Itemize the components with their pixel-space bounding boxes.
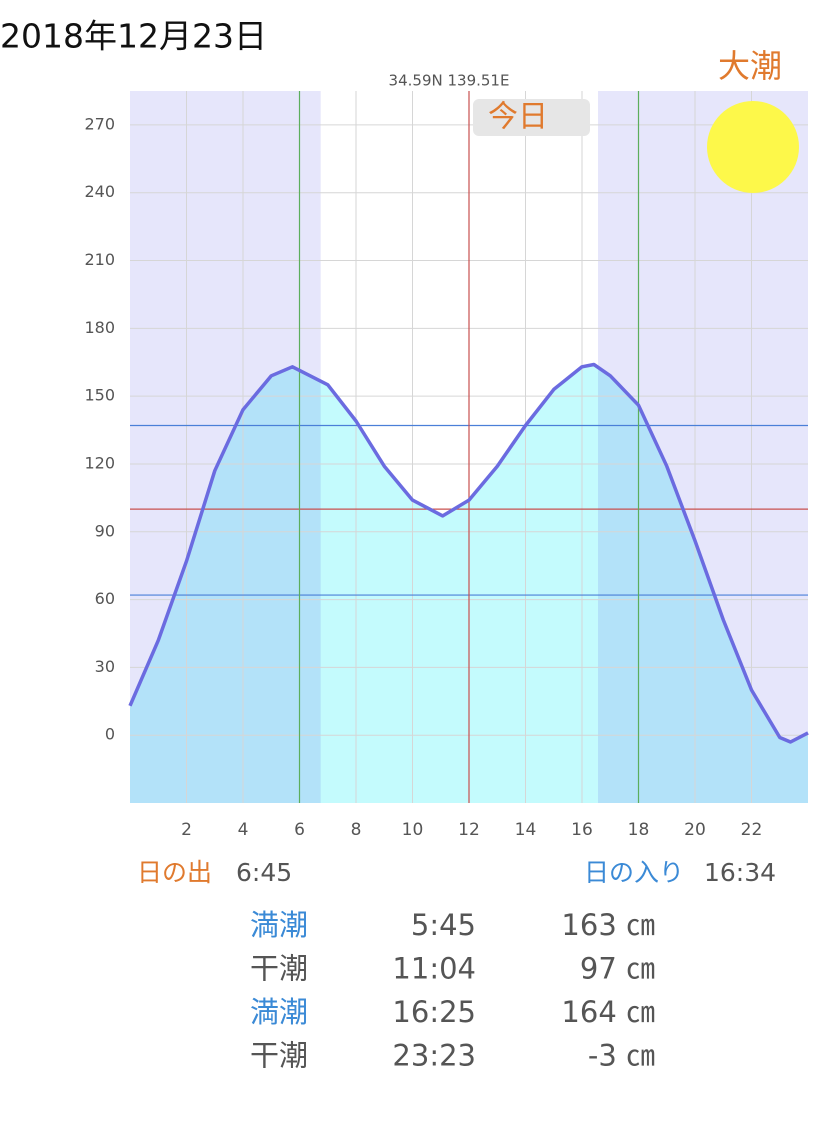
y-tick-label: 0 [105,725,115,744]
x-tick-label: 20 [684,820,706,840]
x-tick-label: 16 [571,820,593,840]
tide-time: 5:45 [411,908,476,942]
tide-time: 23:23 [392,1039,476,1073]
x-tick-label: 8 [351,820,362,840]
tide-kind: 干潮 [250,952,308,986]
tide-line [128,362,809,744]
tide-height: 97 ㎝ [580,952,655,986]
sun-icon [707,101,799,193]
date: 2018年12月23日 [0,17,267,56]
coordinates: 34.59N 139.51E [389,72,510,90]
today-label: 今日 [488,100,548,135]
x-tick-label: 10 [402,820,424,840]
x-tick-label: 18 [628,820,650,840]
x-tick-label: 14 [515,820,537,840]
tide-time: 16:25 [392,995,476,1029]
x-tick-label: 2 [181,820,192,840]
x-tick-label: 6 [294,820,305,840]
x-tick-label: 4 [238,820,249,840]
sunrise-time: 6:45 [236,858,292,887]
sunrise-label: 日の出 [137,858,212,887]
night-shade [598,91,808,803]
y-tick-label: 60 [95,589,115,608]
tide-type: 大潮 [718,47,782,85]
y-tick-label: 210 [84,250,115,269]
x-tick-label: 12 [458,820,480,840]
y-tick-label: 240 [84,182,115,201]
tide-height: 164 ㎝ [561,995,655,1029]
y-tick-label: 30 [95,657,115,676]
sunset-time: 16:34 [704,858,776,887]
tide-kind: 満潮 [250,995,308,1029]
tide-height: -3 ㎝ [588,1039,655,1073]
today-badge [473,99,590,136]
sunset-label: 日の入り [584,858,684,887]
y-tick-label: 150 [84,386,115,405]
y-tick-label: 270 [84,114,115,133]
y-tick-label: 180 [84,318,115,337]
tide-time: 11:04 [392,952,476,986]
tide-height: 163 ㎝ [561,908,655,942]
tide-kind: 干潮 [250,1039,308,1073]
y-tick-label: 120 [84,453,115,472]
tide-kind: 満潮 [250,908,308,942]
y-tick-label: 90 [95,521,115,540]
x-tick-label: 22 [741,820,763,840]
plot: 0 30 60 90 120 150 180 210 240 270 2 4 6 8 10 12 14 16 18 2… [84,91,809,840]
